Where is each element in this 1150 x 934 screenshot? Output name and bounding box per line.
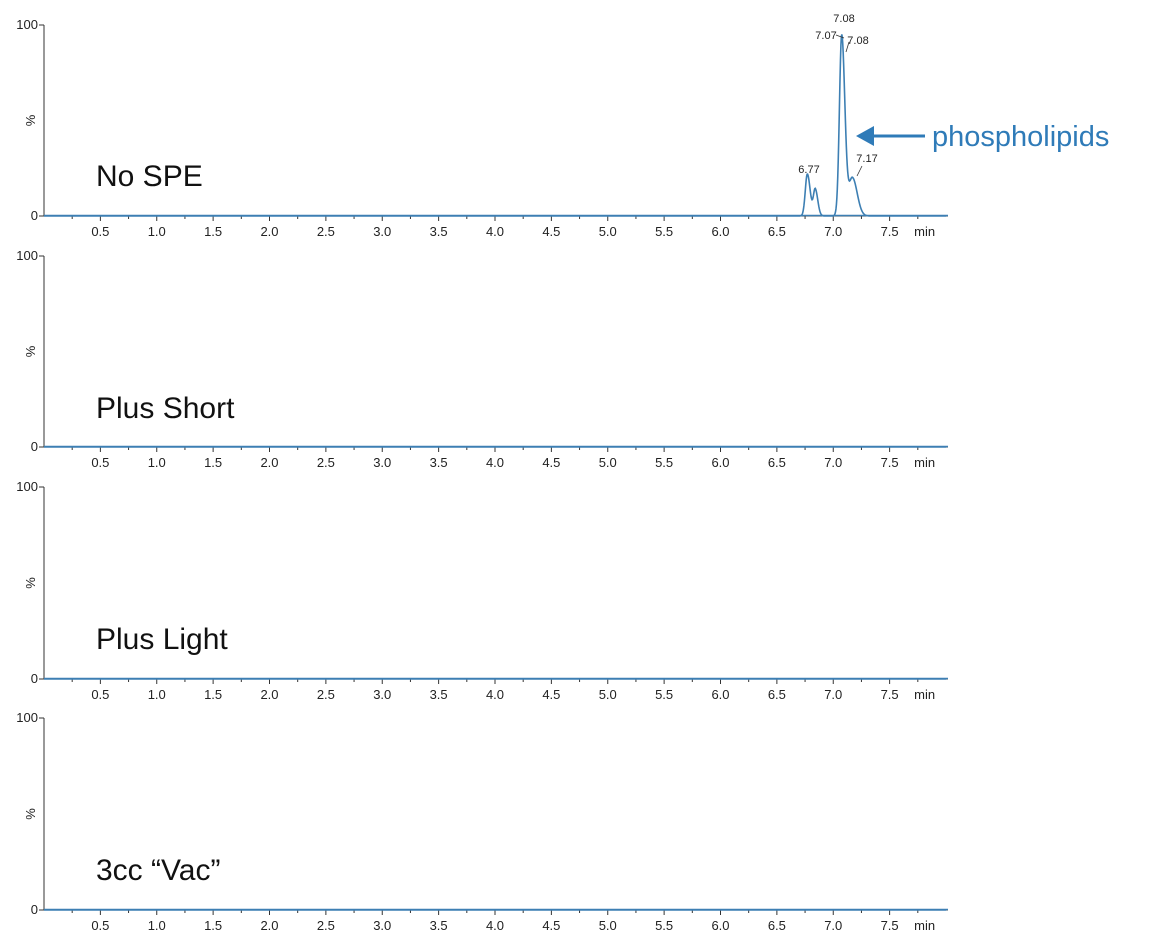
x-tick-label: 2.5 — [317, 455, 335, 470]
peak-label-7-07: 7.07 — [815, 30, 836, 42]
x-axis-unit: min — [914, 918, 935, 933]
x-tick-label: 4.0 — [486, 455, 504, 470]
peak-label-7-17: 7.17 — [856, 153, 877, 165]
x-tick-label: 1.0 — [148, 455, 166, 470]
x-tick-label: 7.0 — [824, 224, 842, 239]
x-tick-label: 7.0 — [824, 918, 842, 933]
y-tick-label-100: 100 — [16, 479, 38, 494]
peak-label-7-08-top: 7.08 — [833, 13, 854, 25]
x-tick-label: 2.0 — [260, 687, 278, 702]
x-tick-label: 5.5 — [655, 455, 673, 470]
x-tick-label: 5.0 — [599, 224, 617, 239]
x-tick-label: 6.5 — [768, 224, 786, 239]
y-axis-label: % — [23, 114, 38, 126]
x-tick-label: 5.0 — [599, 687, 617, 702]
chromatogram-panel-1: 100 0% 0.5 1.0 1.5 2.0 2.5 3.0 3.5 4.0 4.5 5.0 5.5 6.… — [16, 13, 1109, 239]
y-tick-label-0: 0 — [31, 671, 38, 686]
panel-label: Plus Short — [96, 392, 235, 425]
x-tick-label: 6.0 — [711, 687, 729, 702]
x-axis-unit: min — [914, 687, 935, 702]
y-axis-label: % — [23, 345, 38, 357]
y-tick-label-100: 100 — [16, 17, 38, 32]
x-tick-label: 4.0 — [486, 224, 504, 239]
chromatogram-panel-3: 100 0% 0.5 1.0 1.5 2.0 2.5 3.0 3.5 4.0 4.5 5.0 5.5 6.… — [16, 479, 948, 702]
y-tick-label-0: 0 — [31, 208, 38, 223]
y-axis-label: % — [23, 808, 38, 820]
x-tick-label: 7.5 — [881, 224, 899, 239]
x-tick-label: 2.5 — [317, 918, 335, 933]
x-tick-label: 5.5 — [655, 224, 673, 239]
x-tick-label: 2.5 — [317, 687, 335, 702]
x-tick-label: 4.0 — [486, 687, 504, 702]
x-tick-label: 6.5 — [768, 687, 786, 702]
x-tick-label: 0.5 — [91, 224, 109, 239]
x-axis-unit: min — [914, 455, 935, 470]
x-tick-label: 3.0 — [373, 918, 391, 933]
x-tick-label: 0.5 — [91, 687, 109, 702]
panel-label: Plus Light — [96, 623, 228, 656]
annotation-arrow-head — [856, 126, 874, 146]
x-tick-label: 7.0 — [824, 455, 842, 470]
x-tick-label: 2.0 — [260, 455, 278, 470]
x-tick-label: 2.0 — [260, 224, 278, 239]
y-tick-label-100: 100 — [16, 248, 38, 263]
x-axis-unit: min — [914, 224, 935, 239]
x-tick-label: 6.0 — [711, 455, 729, 470]
x-tick-label: 2.0 — [260, 918, 278, 933]
y-tick-label-100: 100 — [16, 710, 38, 725]
x-tick-label: 7.5 — [881, 687, 899, 702]
x-tick-label: 5.0 — [599, 918, 617, 933]
chromatogram-panel-2: 100 0% 0.5 1.0 1.5 2.0 2.5 3.0 3.5 4.0 4.5 5.0 5.5 6.… — [16, 248, 948, 470]
x-tick-label: 5.5 — [655, 918, 673, 933]
x-tick-label: 3.5 — [430, 918, 448, 933]
x-tick-label: 4.5 — [542, 918, 560, 933]
x-tick-label: 6.5 — [768, 918, 786, 933]
peak-label-7-08: 7.08 — [847, 35, 868, 47]
x-tick-label: 6.0 — [711, 224, 729, 239]
x-tick-label: 1.5 — [204, 224, 222, 239]
x-tick-label: 7.5 — [881, 918, 899, 933]
x-tick-label: 6.0 — [711, 918, 729, 933]
x-tick-label: 4.5 — [542, 224, 560, 239]
x-tick-label: 0.5 — [91, 918, 109, 933]
x-tick-label: 1.0 — [148, 687, 166, 702]
chromatogram-panel-4: 100 0% 0.5 1.0 1.5 2.0 2.5 3.0 3.5 4.0 4.5 5.0 5.5 6.… — [16, 710, 948, 933]
x-tick-label: 3.5 — [430, 224, 448, 239]
x-tick-label: 1.0 — [148, 224, 166, 239]
x-tick-label: 4.0 — [486, 918, 504, 933]
peak-leader-line — [856, 165, 863, 177]
x-tick-label: 4.5 — [542, 687, 560, 702]
x-tick-label: 4.5 — [542, 455, 560, 470]
x-tick-label: 1.5 — [204, 918, 222, 933]
peak-leader-line — [835, 34, 845, 39]
x-tick-label: 3.0 — [373, 224, 391, 239]
peak-label-6-77: 6.77 — [798, 164, 819, 176]
x-tick-label: 0.5 — [91, 455, 109, 470]
x-tick-label: 3.5 — [430, 455, 448, 470]
x-tick-label: 7.0 — [824, 687, 842, 702]
x-tick-label: 2.5 — [317, 224, 335, 239]
x-tick-label: 5.5 — [655, 687, 673, 702]
x-tick-label: 7.5 — [881, 455, 899, 470]
x-tick-label: 3.0 — [373, 455, 391, 470]
panel-label: 3cc “Vac” — [96, 854, 220, 887]
y-tick-label-0: 0 — [31, 902, 38, 917]
x-tick-label: 1.5 — [204, 687, 222, 702]
peak-leader-line — [845, 41, 850, 53]
x-tick-label: 5.0 — [599, 455, 617, 470]
phospholipids-annotation: phospholipids — [932, 121, 1109, 153]
x-tick-label: 3.5 — [430, 687, 448, 702]
x-tick-label: 3.0 — [373, 687, 391, 702]
x-tick-label: 6.5 — [768, 455, 786, 470]
y-axis-label: % — [23, 577, 38, 589]
x-tick-label: 1.5 — [204, 455, 222, 470]
panel-label: No SPE — [96, 160, 203, 193]
y-tick-label-0: 0 — [31, 439, 38, 454]
x-tick-label: 1.0 — [148, 918, 166, 933]
